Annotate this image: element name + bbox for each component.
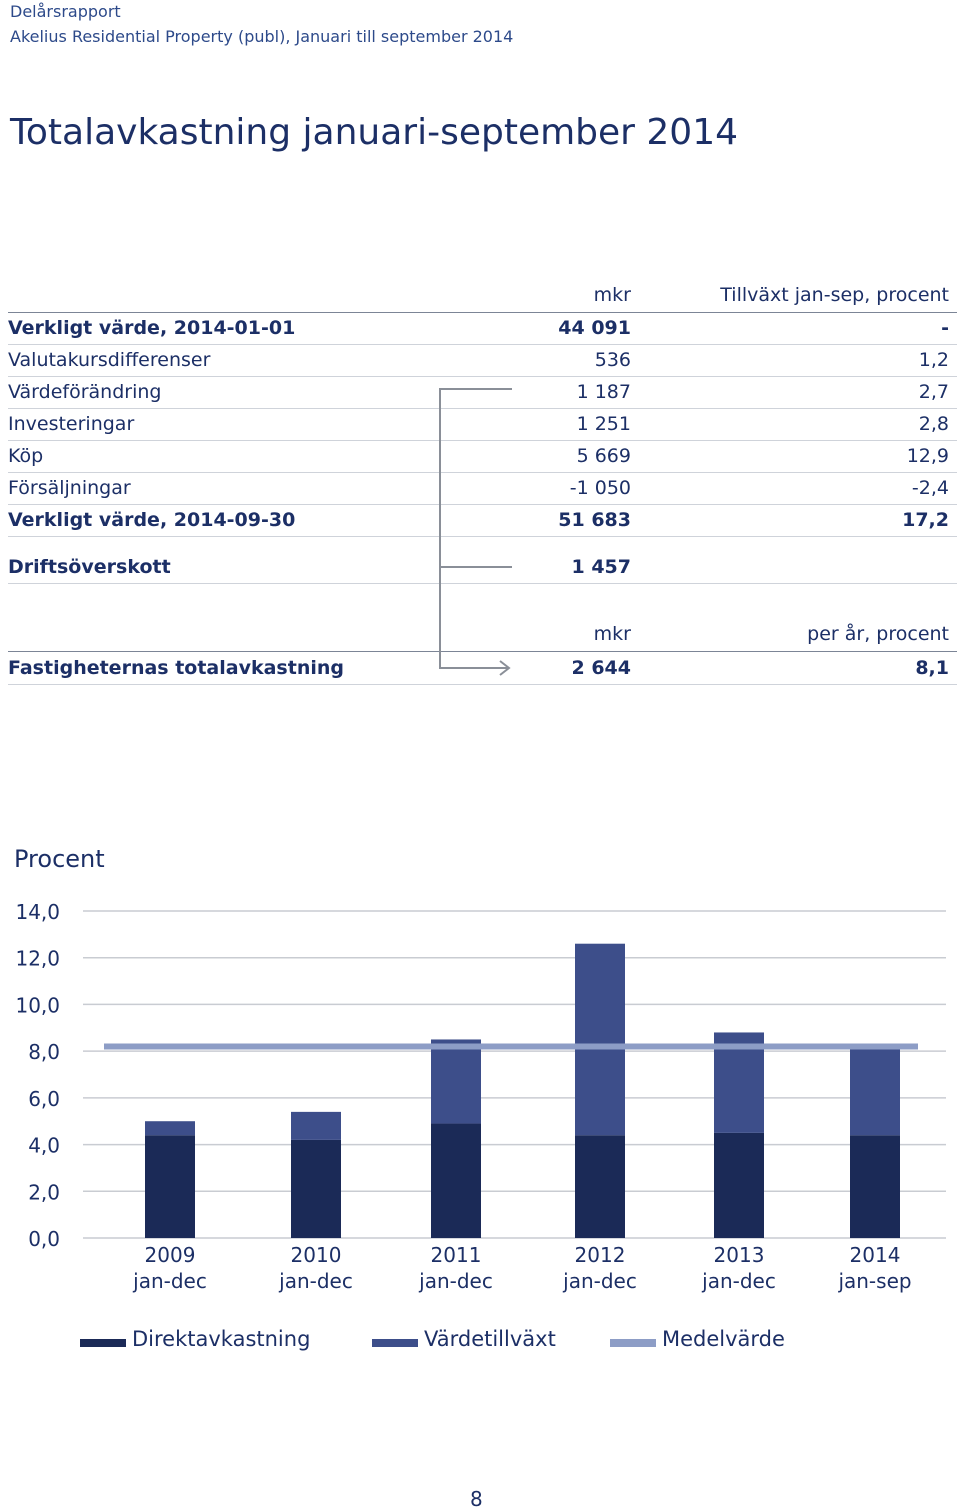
report-subtitle: Akelius Residential Property (publ), Jan… [10,27,514,46]
row-pct: 17,2 [902,509,949,531]
bar-direktavkastning [575,1135,625,1238]
table1-header: mkr Tillväxt jan-sep, procent [8,280,957,313]
table-row: Verkligt värde, 2014-01-01 44 091 - [8,312,957,345]
row-pct: 1,2 [918,349,949,371]
table-row: Verkligt värde, 2014-09-30 51 683 17,2 [8,504,957,537]
page-number: 8 [470,1487,483,1511]
row-mkr: 536 [594,349,631,371]
legend-swatch [372,1339,418,1347]
bar-direktavkastning [714,1132,764,1238]
legend-swatch [610,1339,656,1347]
legend-label: Värdetillväxt [424,1327,556,1351]
total-return-label: Fastigheternas totalavkastning [8,657,344,679]
chart-legend: Direktavkastning Värdetillväxt Medelvärd… [0,1325,960,1361]
table2-col-mkr: mkr [593,623,631,645]
drift-row: Driftsöverskott 1 457 [8,551,957,584]
y-tick-label: 8,0 [28,1040,60,1064]
x-tick-label-year: 2012 [575,1243,626,1267]
chart-y-label: Procent [14,845,105,873]
x-tick-label-year: 2014 [850,1243,901,1267]
legend-label: Medelvärde [662,1327,785,1351]
row-mkr: 5 669 [576,445,631,467]
y-tick-label: 12,0 [15,947,60,971]
row-pct: 12,9 [906,445,949,467]
y-tick-label: 6,0 [28,1087,60,1111]
row-label: Verkligt värde, 2014-09-30 [8,509,296,531]
x-tick-label-period: jan-dec [132,1269,207,1293]
table2-col-pct: per år, procent [807,623,949,645]
y-tick-label: 4,0 [28,1134,60,1158]
bracket-line-top [439,388,512,669]
x-tick-label-period: jan-dec [701,1269,776,1293]
x-tick-label-period: jan-dec [278,1269,353,1293]
y-tick-label: 14,0 [15,900,60,924]
bar-vardetillvaxt [145,1121,195,1136]
x-tick-label-period: jan-sep [837,1269,911,1293]
x-tick-label-year: 2011 [431,1243,482,1267]
bar-vardetillvaxt [291,1111,341,1140]
table-row: Försäljningar -1 050 -2,4 [8,472,957,505]
row-pct: 2,7 [918,381,949,403]
row-pct: 2,8 [918,413,949,435]
row-label: Försäljningar [8,477,131,499]
bar-vardetillvaxt [575,943,625,1136]
y-tick-label: 0,0 [28,1227,60,1251]
bar-vardetillvaxt [850,1048,900,1136]
bar-direktavkastning [850,1135,900,1238]
row-pct: - [941,317,949,339]
total-return-row: Fastigheternas totalavkastning 2 644 8,1 [8,652,957,685]
bar-direktavkastning [145,1135,195,1238]
drift-mkr: 1 457 [571,556,632,578]
stacked-bar-chart: 0,02,04,06,08,010,012,014,02009jan-dec20… [15,900,946,1293]
x-tick-label-year: 2010 [291,1243,342,1267]
table1-col-growth: Tillväxt jan-sep, procent [720,284,949,306]
table-row: Valutakursdifferenser 536 1,2 [8,344,957,377]
page-title: Totalavkastning januari-september 2014 [10,112,739,153]
row-mkr: -1 050 [569,477,631,499]
legend-swatch [80,1339,126,1347]
total-return-mkr: 2 644 [571,657,632,679]
table-row: Värdeförändring 1 187 2,7 [8,376,957,409]
table-row: Köp 5 669 12,9 [8,440,957,473]
row-mkr: 51 683 [558,509,631,531]
row-label: Värdeförändring [8,381,162,403]
table-row: Investeringar 1 251 2,8 [8,408,957,441]
row-mkr: 1 187 [576,381,631,403]
bar-direktavkastning [431,1123,481,1238]
row-label: Köp [8,445,44,467]
bar-direktavkastning [291,1139,341,1238]
row-mkr: 44 091 [558,317,631,339]
y-tick-label: 2,0 [28,1180,60,1204]
legend-label: Direktavkastning [132,1327,311,1351]
x-tick-label-year: 2009 [145,1243,196,1267]
x-tick-label-period: jan-dec [418,1269,493,1293]
row-mkr: 1 251 [576,413,631,435]
table2-header: mkr per år, procent [8,619,957,652]
bar-vardetillvaxt [431,1039,481,1124]
report-type: Delårsrapport [10,2,121,21]
table1-col-mkr: mkr [593,284,631,306]
row-label: Investeringar [8,413,135,435]
row-label: Verkligt värde, 2014-01-01 [8,317,296,339]
x-tick-label-period: jan-dec [562,1269,637,1293]
row-pct: -2,4 [911,477,949,499]
row-label: Valutakursdifferenser [8,349,211,371]
bracket-connector [439,388,512,676]
drift-label: Driftsöverskott [8,556,171,578]
arrow-head-icon [499,660,511,676]
total-return-pct: 8,1 [915,657,949,679]
y-tick-label: 10,0 [15,993,60,1017]
x-tick-label-year: 2013 [714,1243,765,1267]
